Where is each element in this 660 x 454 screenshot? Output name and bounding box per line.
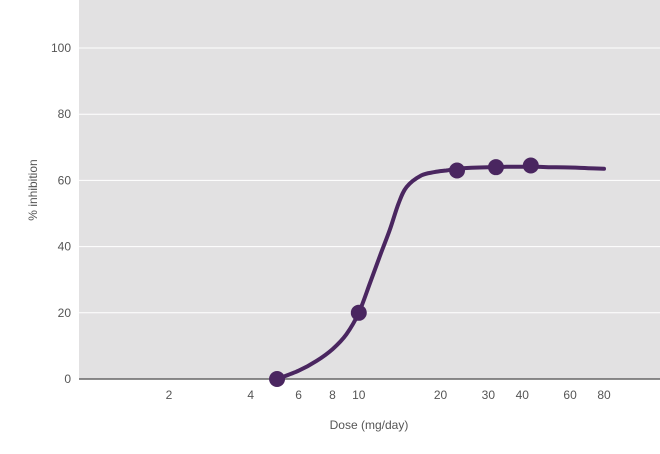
- x-tick-label-2: 2: [166, 388, 173, 402]
- y-tick-label-60: 60: [58, 173, 72, 187]
- x-tick-label-10: 10: [352, 388, 366, 402]
- data-point-43: [522, 157, 539, 174]
- data-point-5: [269, 371, 286, 387]
- x-tick-label-4: 4: [247, 388, 254, 402]
- data-point-23: [449, 162, 466, 179]
- y-axis-title: % inhibition: [26, 159, 40, 220]
- x-axis-title: Dose (mg/day): [330, 418, 409, 432]
- y-axis-ticks: 0 20 40 60 80 100: [51, 41, 71, 386]
- y-tick-label-80: 80: [58, 107, 72, 121]
- data-point-32: [487, 159, 504, 176]
- x-axis-ticks: 2 4 6 8 10 20 30 40 60 80: [166, 388, 611, 402]
- x-tick-label-30: 30: [482, 388, 496, 402]
- x-tick-label-80: 80: [597, 388, 611, 402]
- x-tick-label-40: 40: [516, 388, 530, 402]
- x-tick-label-20: 20: [434, 388, 448, 402]
- x-tick-label-60: 60: [563, 388, 577, 402]
- y-tick-label-20: 20: [58, 306, 72, 320]
- x-tick-label-6: 6: [295, 388, 302, 402]
- y-tick-label-100: 100: [51, 41, 71, 55]
- data-point-10: [350, 304, 367, 321]
- plot-area: [79, 0, 660, 379]
- y-tick-label-40: 40: [58, 240, 72, 254]
- gridlines: [79, 47, 660, 314]
- x-tick-label-8: 8: [329, 388, 336, 402]
- y-tick-label-0: 0: [64, 372, 71, 386]
- data-points: [269, 157, 539, 387]
